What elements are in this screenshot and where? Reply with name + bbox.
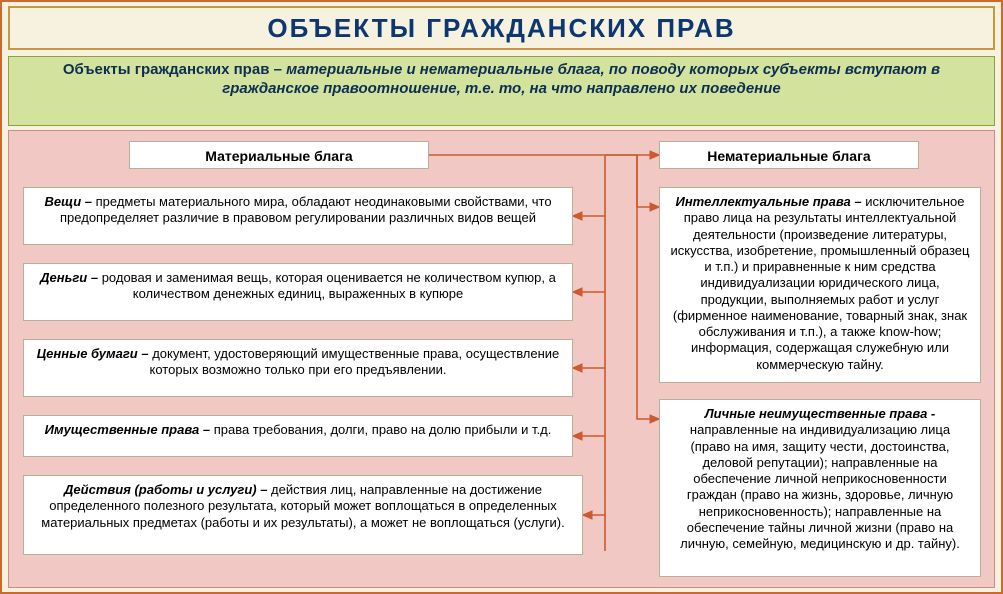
term: Действия (работы и услуги) – [64,482,271,497]
page-title: ОБЪЕКТЫ ГРАЖДАНСКИХ ПРАВ [8,6,995,50]
definition-panel: Объекты гражданских прав – материальные … [8,56,995,126]
term: Ценные бумаги – [37,346,153,361]
right-item: Личные неимущественные права - направлен… [659,399,981,577]
item-text: права требования, долги, право на долю п… [214,422,552,437]
left-item: Вещи – предметы материального мира, обла… [23,187,573,245]
term: Деньги – [40,270,102,285]
term: Интеллектуальные права – [675,194,865,209]
diagram-body: Материальные блага Нематериальные блага … [8,130,995,588]
left-item: Действия (работы и услуги) – действия ли… [23,475,583,555]
item-text: направленные на индивидуализацию лица (п… [680,422,960,551]
definition-rest: материальные и нематериальные блага, по … [222,61,940,97]
right-header-text: Нематериальные блага [707,148,870,164]
left-column-header: Материальные блага [129,141,429,169]
left-header-text: Материальные блага [205,148,352,164]
term: Имущественные права – [45,422,214,437]
right-item: Интеллектуальные права – исключительное … [659,187,981,383]
definition-lead: Объекты гражданских прав – [63,61,286,78]
term: Личные неимущественные права - [705,406,936,421]
item-text: предметы материального мира, обладают не… [60,194,552,225]
left-item: Ценные бумаги – документ, удостоверяющий… [23,339,573,397]
title-text: ОБЪЕКТЫ ГРАЖДАНСКИХ ПРАВ [267,13,735,44]
term: Вещи – [44,194,95,209]
left-item: Деньги – родовая и заменимая вещь, котор… [23,263,573,321]
item-text: исключительное право лица на результаты … [671,194,970,372]
left-item: Имущественные права – права требования, … [23,415,573,457]
item-text: документ, удостоверяющий имущественные п… [150,346,560,377]
item-text: родовая и заменимая вещь, которая оценив… [102,270,556,301]
right-column-header: Нематериальные блага [659,141,919,169]
